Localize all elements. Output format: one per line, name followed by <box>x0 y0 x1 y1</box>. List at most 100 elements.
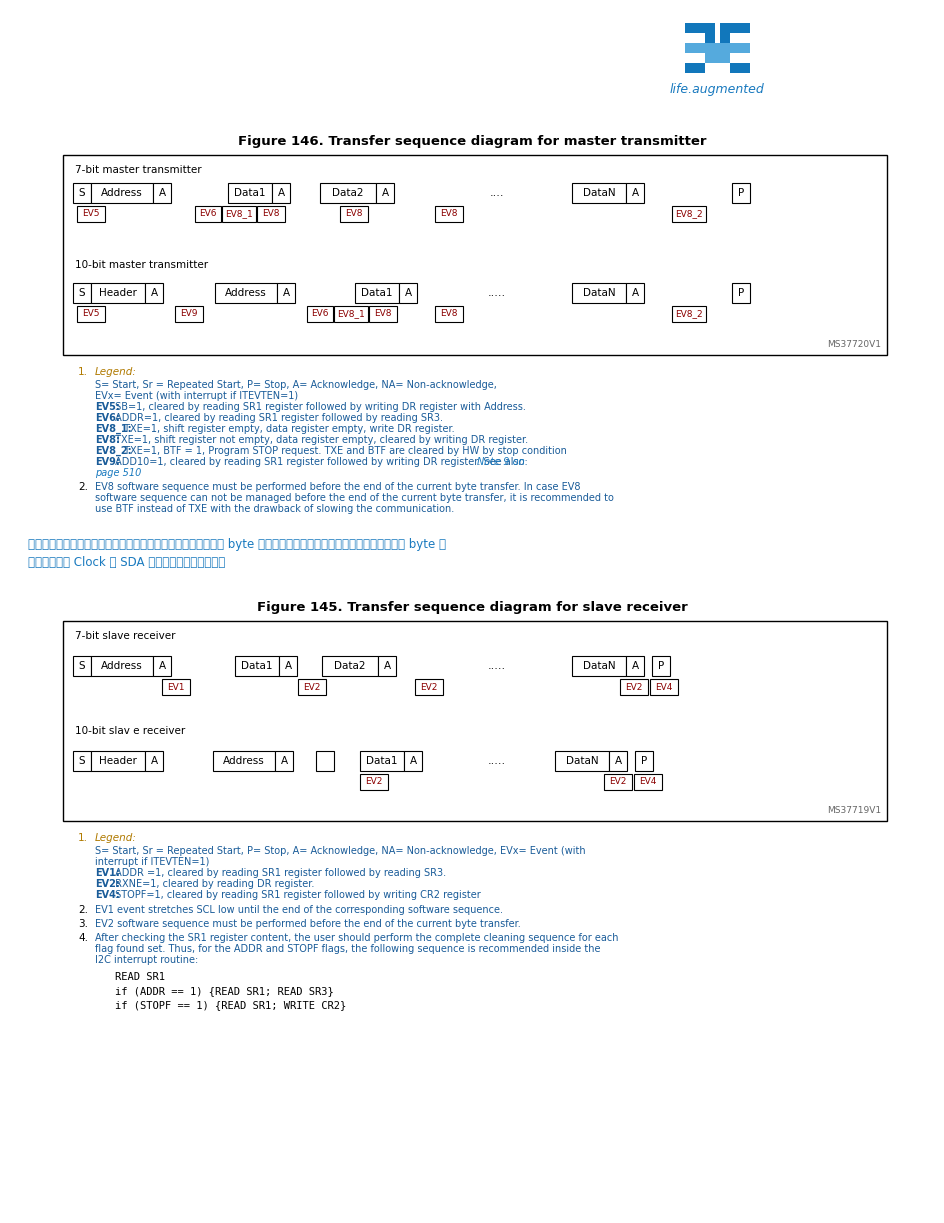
Text: EV8 software sequence must be performed before the end of the current byte trans: EV8 software sequence must be performed … <box>95 482 580 492</box>
Bar <box>222 205 256 223</box>
Bar <box>554 751 608 770</box>
Bar <box>732 283 750 303</box>
Text: Figure 145. Transfer sequence diagram for slave receiver: Figure 145. Transfer sequence diagram fo… <box>257 600 686 614</box>
Bar <box>651 656 669 676</box>
Text: EV9: EV9 <box>180 309 197 318</box>
Bar <box>91 656 153 676</box>
Text: EV8: EV8 <box>345 209 362 219</box>
Bar <box>360 751 404 770</box>
Text: MS37719V1: MS37719V1 <box>826 806 880 815</box>
Text: 1.: 1. <box>78 367 88 377</box>
Bar <box>414 679 443 695</box>
Text: A: A <box>631 287 638 298</box>
Text: EV6: EV6 <box>199 209 216 219</box>
Text: 10-bit slav e receiver: 10-bit slav e receiver <box>75 726 185 736</box>
Text: A: A <box>383 660 390 671</box>
Text: EV5: EV5 <box>82 309 100 318</box>
Text: Header: Header <box>99 287 137 298</box>
Text: EV2: EV2 <box>609 778 626 786</box>
Bar <box>368 306 396 322</box>
Text: EV2: EV2 <box>420 682 437 691</box>
Text: EV8: EV8 <box>374 309 392 318</box>
Text: EV2: EV2 <box>303 682 320 691</box>
Text: ....: .... <box>489 188 504 198</box>
Text: S= Start, Sr = Repeated Start, P= Stop, A= Acknowledge, NA= Non-acknowledge,: S= Start, Sr = Repeated Start, P= Stop, … <box>95 380 497 390</box>
Bar <box>215 283 277 303</box>
Text: A: A <box>631 660 638 671</box>
Text: Address: Address <box>225 287 266 298</box>
Text: S: S <box>78 756 85 766</box>
Text: EV6:: EV6: <box>95 413 120 423</box>
Text: A: A <box>404 287 412 298</box>
Text: Header: Header <box>99 756 137 766</box>
Bar <box>625 183 643 203</box>
Bar <box>571 656 625 676</box>
Text: if (STOPF == 1) {READ SR1; WRITE CR2}: if (STOPF == 1) {READ SR1; WRITE CR2} <box>115 1000 346 1010</box>
Text: A: A <box>150 287 158 298</box>
Text: EV1 event stretches SCL low until the end of the corresponding software sequence: EV1 event stretches SCL low until the en… <box>95 905 502 915</box>
Bar <box>153 183 171 203</box>
Bar <box>649 679 677 695</box>
Text: Note 9 on: Note 9 on <box>477 457 524 467</box>
Text: A: A <box>631 188 638 198</box>
Bar <box>91 751 144 770</box>
Text: S= Start, Sr = Repeated Start, P= Stop, A= Acknowledge, NA= Non-acknowledge, EVx: S= Start, Sr = Repeated Start, P= Stop, … <box>95 846 585 856</box>
Bar <box>76 306 105 322</box>
Text: EV6: EV6 <box>311 309 329 318</box>
Text: A: A <box>280 756 287 766</box>
Text: .....: ..... <box>487 756 506 766</box>
Text: ADDR=1, cleared by reading SR1 register followed by reading SR3.: ADDR=1, cleared by reading SR1 register … <box>112 413 443 423</box>
Bar <box>732 183 750 203</box>
Text: Legend:: Legend: <box>95 367 137 377</box>
Bar <box>376 183 394 203</box>
Text: software sequence can not be managed before the end of the current byte transfer: software sequence can not be managed bef… <box>95 493 614 503</box>
Bar <box>73 183 91 203</box>
Bar <box>144 283 162 303</box>
Text: A: A <box>278 188 284 198</box>
Text: Address: Address <box>101 188 143 198</box>
Text: 7-bit slave receiver: 7-bit slave receiver <box>75 631 176 641</box>
Text: EV9:: EV9: <box>95 457 120 467</box>
Text: S: S <box>78 287 85 298</box>
Bar <box>73 751 91 770</box>
Bar <box>619 679 648 695</box>
Text: TXE=1, shift register not empty, data register empty, cleared by writing DR regi: TXE=1, shift register not empty, data re… <box>112 435 528 445</box>
Text: A: A <box>159 188 165 198</box>
Text: S: S <box>78 188 85 198</box>
Bar <box>378 656 396 676</box>
Text: DataN: DataN <box>565 756 598 766</box>
Text: P: P <box>737 188 743 198</box>
Text: A: A <box>614 756 621 766</box>
Bar <box>355 283 398 303</box>
Text: EV4:: EV4: <box>95 890 120 900</box>
Bar <box>63 621 886 821</box>
Bar <box>671 205 705 223</box>
Text: Figure 146. Transfer sequence diagram for master transmitter: Figure 146. Transfer sequence diagram fo… <box>238 135 705 148</box>
Bar <box>153 656 171 676</box>
Bar <box>144 751 162 770</box>
Text: life.augmented: life.augmented <box>669 83 764 95</box>
Text: 输完的第九个 Clock 把 SDA 信号线拉低到低电平）。: 输完的第九个 Clock 把 SDA 信号线拉低到低电平）。 <box>28 556 225 569</box>
Text: Data2: Data2 <box>334 660 365 671</box>
Text: EV5: EV5 <box>82 209 100 219</box>
Bar <box>175 306 203 322</box>
Text: DataN: DataN <box>582 287 615 298</box>
Bar <box>333 306 367 322</box>
Text: Address: Address <box>223 756 264 766</box>
Bar <box>161 679 190 695</box>
Bar <box>571 183 625 203</box>
Bar <box>571 283 625 303</box>
Text: EV5:: EV5: <box>95 402 120 412</box>
Text: ADD10=1, cleared by reading SR1 register followed by writing DR register. See al: ADD10=1, cleared by reading SR1 register… <box>112 457 528 467</box>
Bar <box>277 283 295 303</box>
Text: 2.: 2. <box>78 905 88 915</box>
Text: Data2: Data2 <box>332 188 363 198</box>
Text: EV8_1:: EV8_1: <box>95 424 131 434</box>
Bar <box>634 751 652 770</box>
Text: EV8_2: EV8_2 <box>674 209 702 219</box>
Text: 2.: 2. <box>78 482 88 492</box>
Bar <box>275 751 293 770</box>
Text: EV1:: EV1: <box>95 868 120 878</box>
Polygon shape <box>684 43 750 64</box>
Text: Legend:: Legend: <box>95 833 137 843</box>
